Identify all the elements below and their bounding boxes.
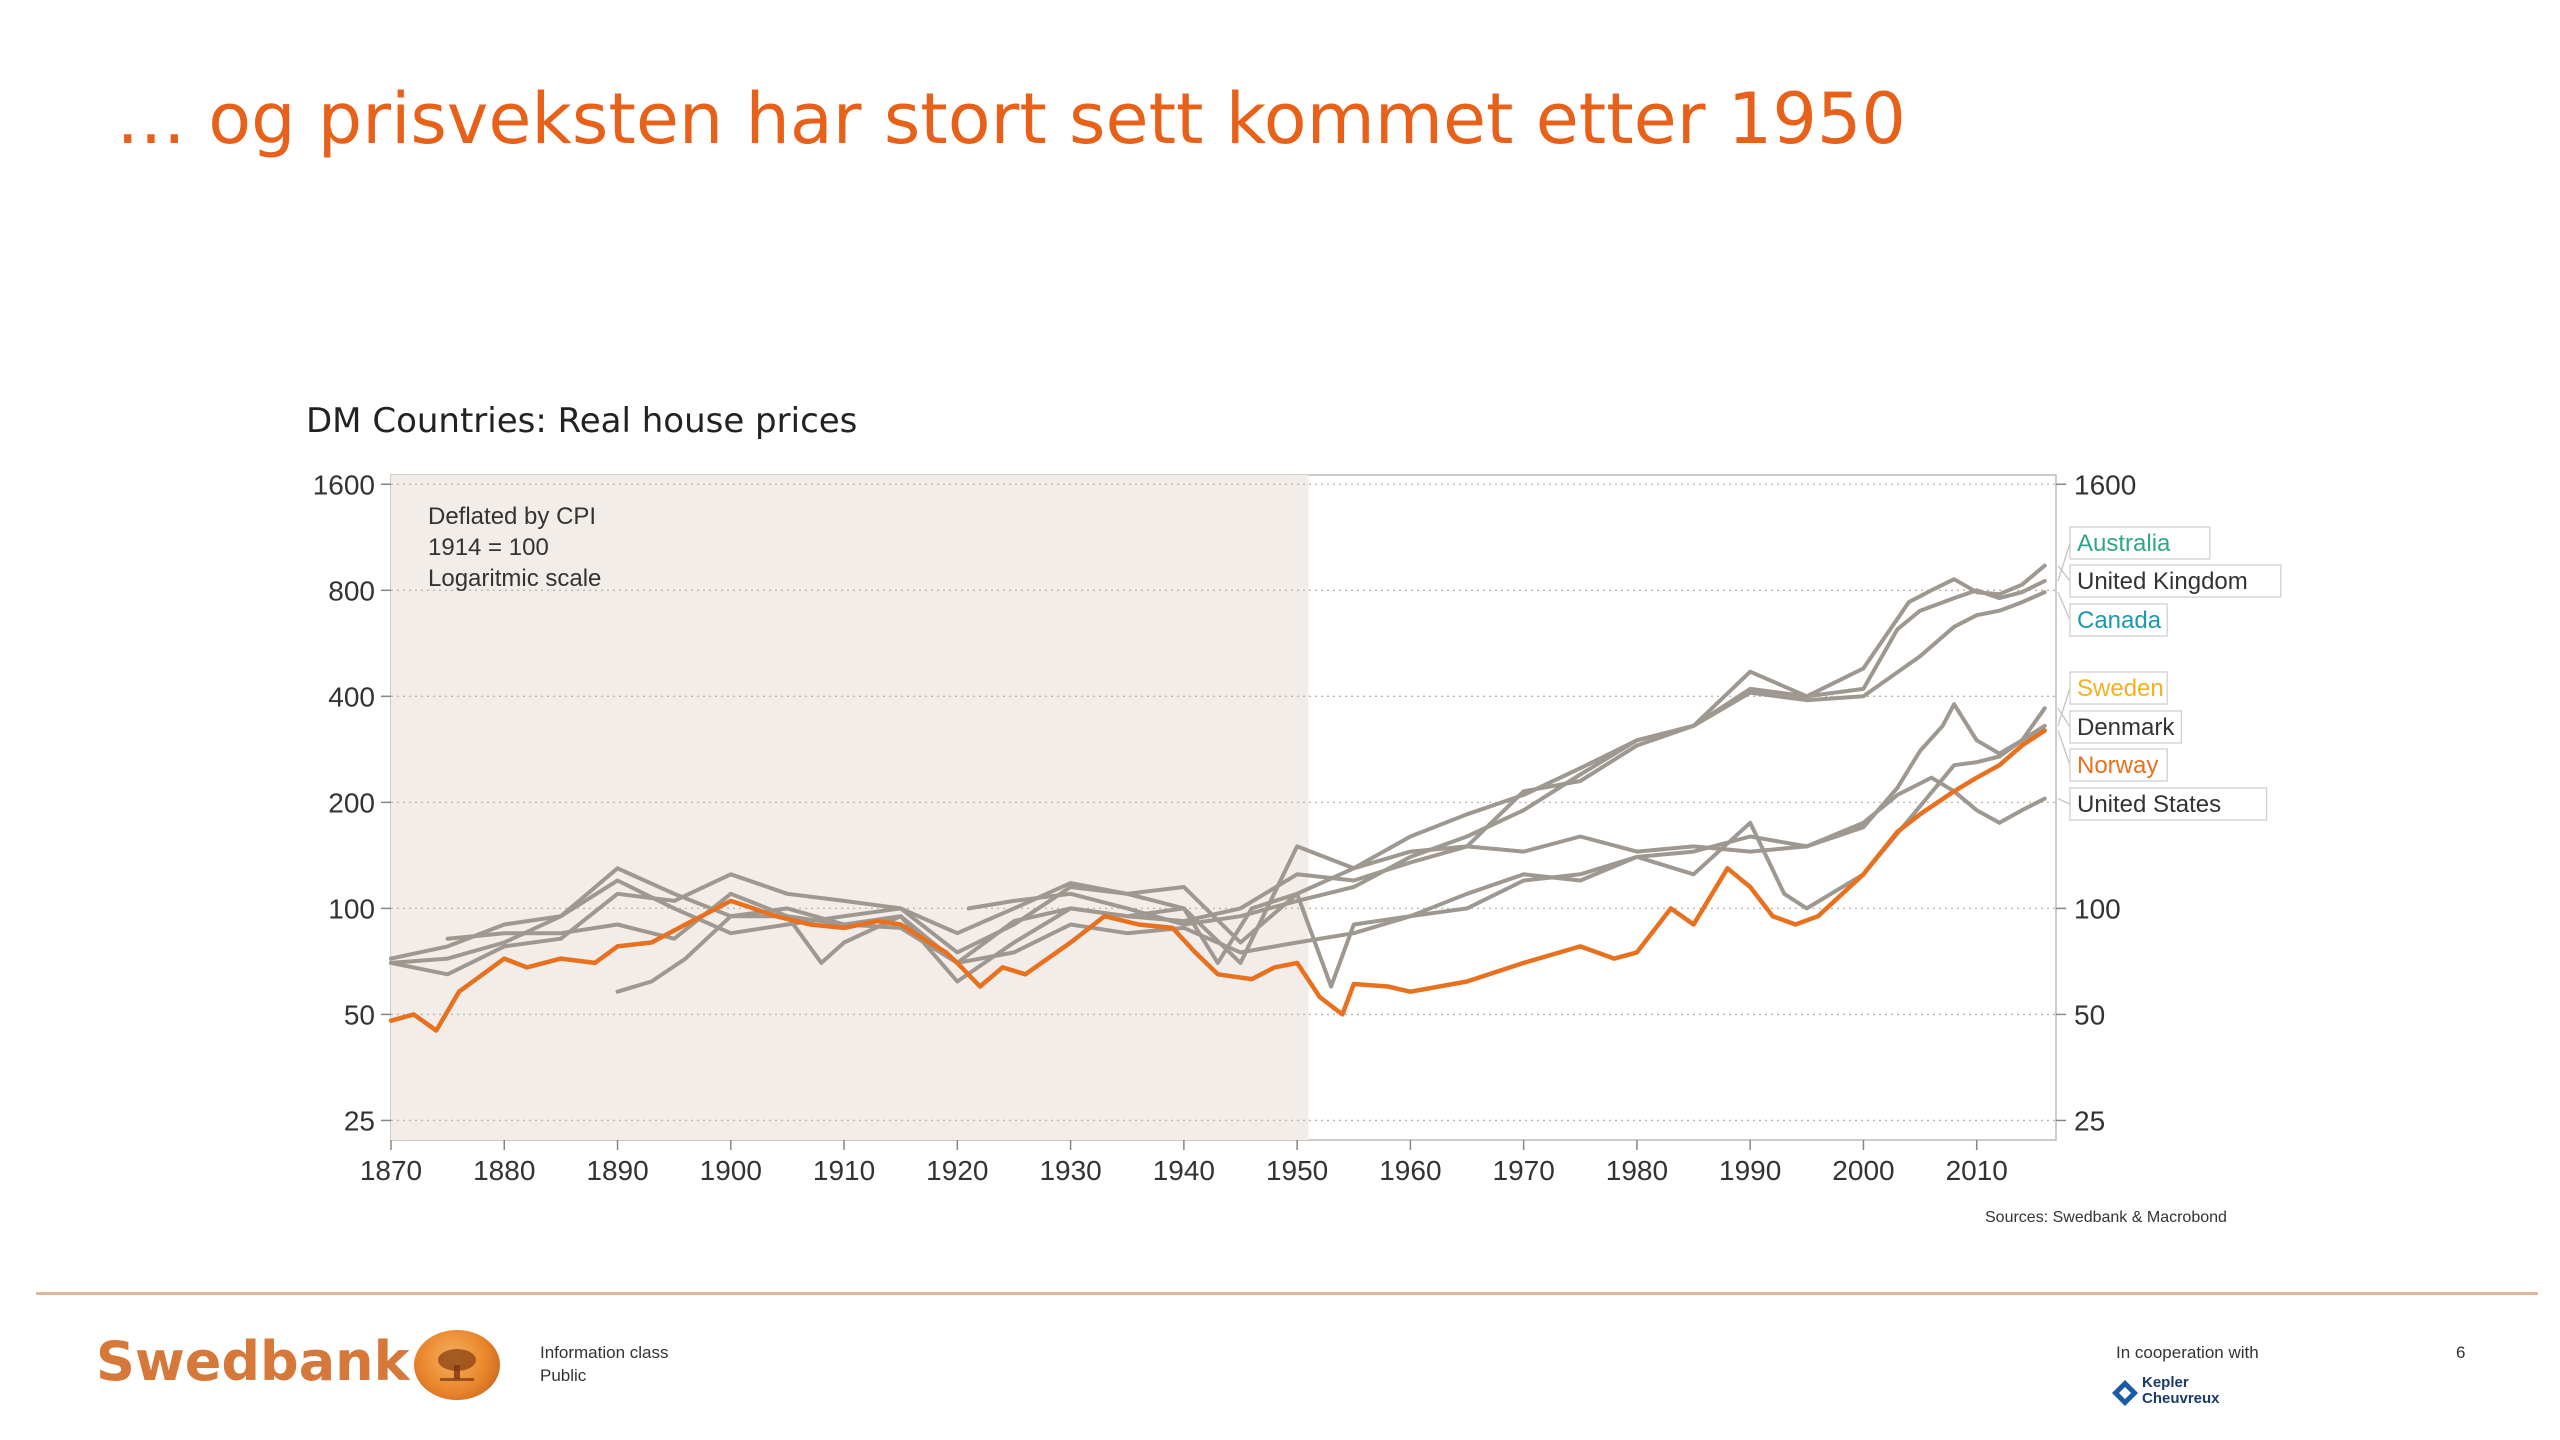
axes: 25 50 100 200 400 800 1600 25 50 100 1600 1870 1880 1… <box>313 469 2137 1186</box>
legend-label-denmark: Denmark <box>2077 714 2175 741</box>
cooperation-label: In cooperation with <box>2116 1343 2259 1362</box>
legend-label-australia: Australia <box>2077 530 2171 557</box>
legend-leader <box>2057 798 2071 805</box>
legend-label-sweden: Sweden <box>2077 675 2164 702</box>
legend-label-canada: Canada <box>2077 607 2162 634</box>
x-tick-label: 1910 <box>813 1155 875 1186</box>
y-right-tick-label: 25 <box>2074 1105 2105 1136</box>
legend-leader <box>2057 591 2071 621</box>
info-class-value: Public <box>540 1366 587 1385</box>
series-line-denmark <box>389 702 2047 977</box>
legend-label-united-states: United States <box>2077 791 2221 818</box>
legend-box <box>2069 787 2268 821</box>
x-tick-label: 2010 <box>1946 1155 2008 1186</box>
legend-leader <box>2057 542 2071 582</box>
legend-box <box>2069 564 2282 598</box>
slide-title: … og prisveksten har stort sett kommet e… <box>116 78 1906 160</box>
legend-leader <box>2057 565 2071 582</box>
legend: Australia United Kingdom Canada Sweden Denma… <box>2057 526 2282 821</box>
annotation-line: Deflated by CPI <box>428 503 596 530</box>
pre-1950-shaded-period <box>391 475 1309 1140</box>
info-class-label: Information class <box>540 1343 669 1362</box>
x-tick-label: 1920 <box>926 1155 988 1186</box>
y-right-tick-label: 1600 <box>2074 469 2136 500</box>
y-tick-label: 50 <box>344 999 375 1030</box>
legend-leader <box>2057 687 2071 726</box>
legend-box <box>2069 710 2183 744</box>
y-right-tick-label: 50 <box>2074 999 2105 1030</box>
x-tick-label: 1950 <box>1266 1155 1328 1186</box>
series-line-united-states <box>615 775 2047 994</box>
partner-logo-text: Kepler Cheuvreux <box>2142 1375 2220 1407</box>
series-line-canada <box>966 590 2047 927</box>
x-tick-label: 1940 <box>1153 1155 1215 1186</box>
x-tick-label: 1880 <box>473 1155 535 1186</box>
source-note: Sources: Swedbank & Macrobond <box>1985 1209 2227 1226</box>
y-tick-label: 400 <box>328 681 375 712</box>
y-tick-label: 800 <box>328 575 375 606</box>
oak-tree-icon <box>438 1349 476 1381</box>
series-lines <box>388 563 2047 1033</box>
legend-label-united-kingdom: United Kingdom <box>2077 568 2248 595</box>
page-number: 6 <box>2456 1343 2466 1362</box>
annotation-line: 1914 = 100 <box>428 534 549 561</box>
x-tick-label: 2000 <box>1832 1155 1894 1186</box>
legend-box <box>2069 603 2168 637</box>
x-tick-label: 1890 <box>586 1155 648 1186</box>
kepler-cheuvreux-logo-icon <box>2112 1380 2138 1406</box>
legend-label-norway: Norway <box>2077 752 2158 779</box>
x-tick-label: 1930 <box>1039 1155 1101 1186</box>
legend-box <box>2069 748 2168 782</box>
series-line-australia <box>389 579 2047 965</box>
x-tick-label: 1970 <box>1493 1155 1555 1186</box>
x-tick-label: 1990 <box>1719 1155 1781 1186</box>
legend-leader <box>2057 730 2071 766</box>
legend-leader <box>2057 707 2071 728</box>
x-tick-label: 1980 <box>1606 1155 1668 1186</box>
swedbank-logo-text: Swedbank <box>96 1330 410 1393</box>
chart-annotation: Deflated by CPI 1914 = 100 Logaritmic scal… <box>428 503 601 592</box>
series-line-norway <box>388 728 2047 1033</box>
annotation-line: Logaritmic scale <box>428 565 601 592</box>
chart-title: DM Countries: Real house prices <box>306 401 857 441</box>
legend-box <box>2069 671 2168 705</box>
partner-name-line-1: Kepler <box>2142 1374 2189 1391</box>
y-right-tick-label: 100 <box>2074 893 2121 924</box>
legend-box <box>2069 526 2211 560</box>
y-tick-label: 100 <box>328 893 375 924</box>
x-tick-label: 1960 <box>1379 1155 1441 1186</box>
y-tick-label: 25 <box>344 1105 375 1136</box>
series-line-united-kingdom <box>389 563 2047 984</box>
y-tick-label: 1600 <box>313 469 375 500</box>
x-tick-label: 1870 <box>360 1155 422 1186</box>
x-tick-label: 1900 <box>700 1155 762 1186</box>
footer-divider <box>36 1292 2538 1295</box>
partner-name-line-2: Cheuvreux <box>2142 1390 2220 1407</box>
y-tick-label: 200 <box>328 787 375 818</box>
